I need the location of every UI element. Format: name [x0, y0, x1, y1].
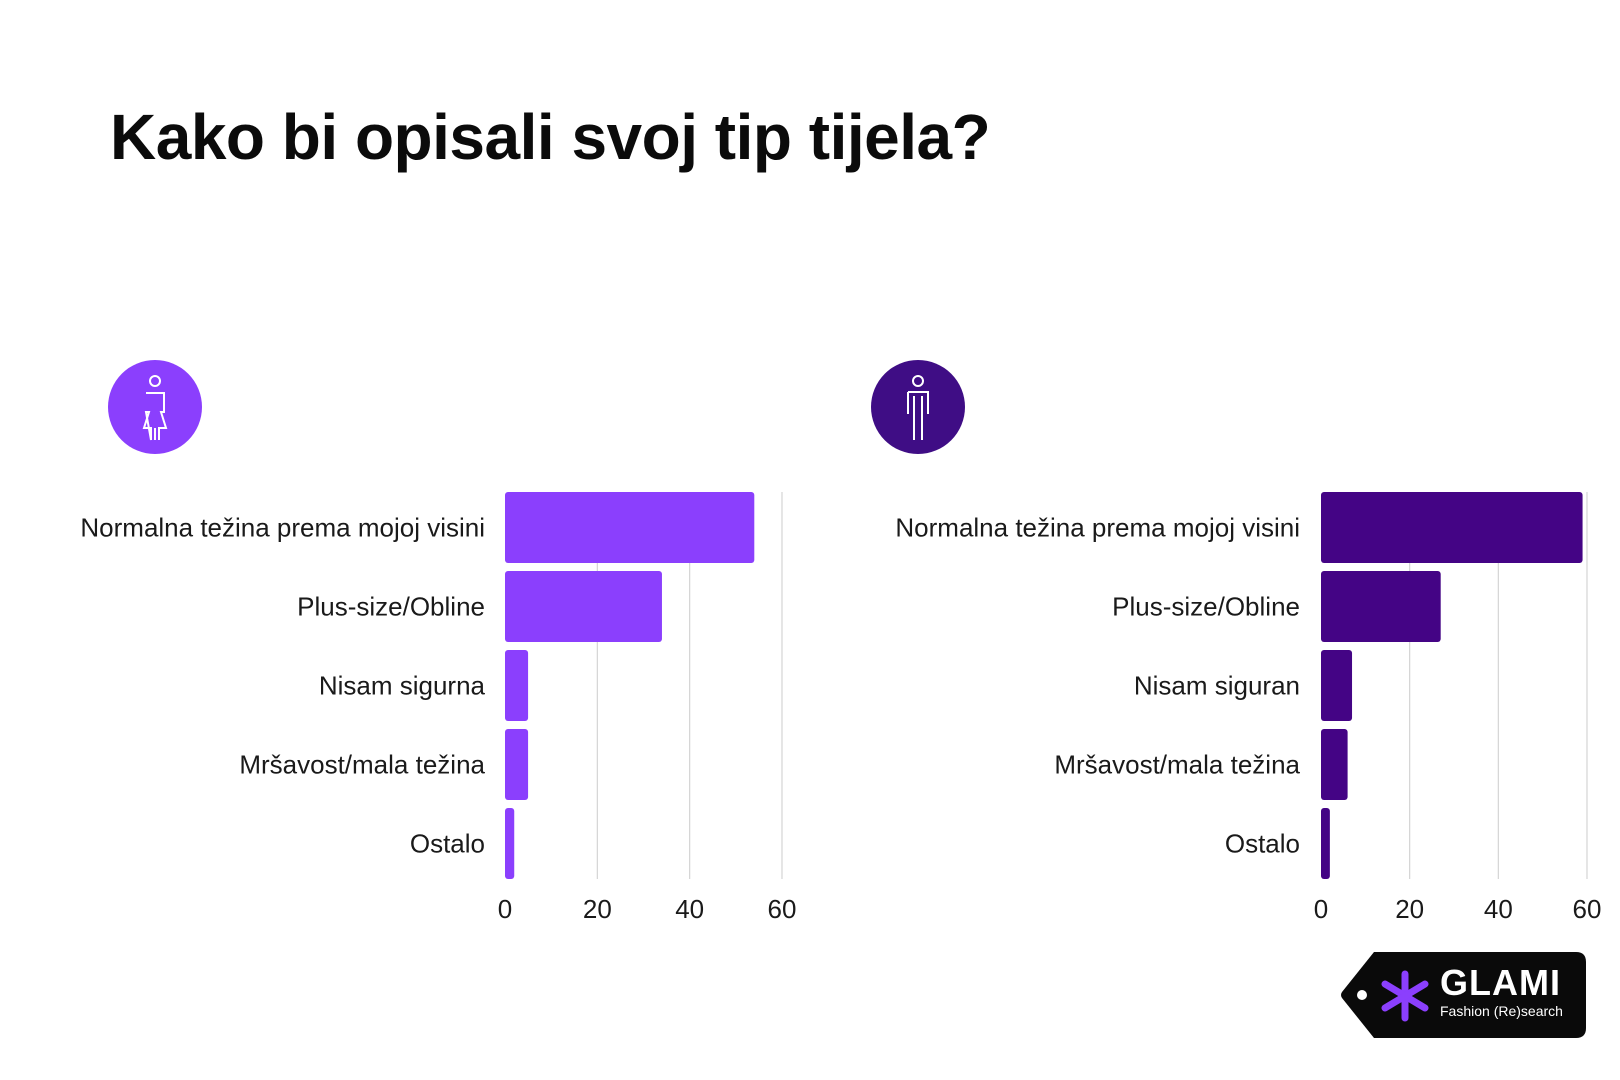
- x-tick-label: 40: [675, 894, 704, 924]
- category-label: Mršavost/mala težina: [1054, 750, 1300, 780]
- x-tick-label: 40: [1484, 894, 1513, 924]
- logo-brand: GLAMI: [1440, 962, 1561, 1003]
- bar: [1321, 571, 1441, 642]
- x-tick-label: 20: [1395, 894, 1424, 924]
- woman-icon: [108, 360, 202, 454]
- bar: [505, 492, 755, 563]
- x-tick-label: 0: [1314, 894, 1328, 924]
- category-label: Nisam siguran: [1134, 671, 1300, 701]
- bar: [1321, 492, 1583, 563]
- category-label: Normalna težina prema mojoj visini: [895, 513, 1300, 543]
- x-tick-label: 60: [1573, 894, 1602, 924]
- category-label: Plus-size/Obline: [297, 592, 485, 622]
- chart-men: 0 20 40 60 Normalna težina prema mojoj visin…: [895, 492, 1601, 924]
- category-label: Ostalo: [1225, 829, 1300, 859]
- chart-women: 0 20 40 60 Normalna težina prema mojoj visin…: [80, 492, 796, 924]
- page-title: Kako bi opisali svoj tip tijela?: [110, 101, 991, 173]
- bar: [1321, 650, 1353, 721]
- bar: [1321, 808, 1330, 879]
- x-tick-label: 60: [768, 894, 797, 924]
- bar: [505, 808, 515, 879]
- bar: [505, 729, 529, 800]
- category-label: Plus-size/Obline: [1112, 592, 1300, 622]
- bar: [505, 650, 529, 721]
- category-label: Normalna težina prema mojoj visini: [80, 513, 485, 543]
- category-label: Mršavost/mala težina: [239, 750, 485, 780]
- category-label: Nisam sigurna: [319, 671, 486, 701]
- glami-logo: GLAMI Fashion (Re)search: [1340, 950, 1590, 1040]
- man-icon: [871, 360, 965, 454]
- logo-tagline: Fashion (Re)search: [1440, 1003, 1563, 1019]
- category-label: Ostalo: [410, 829, 485, 859]
- x-tick-label: 0: [498, 894, 512, 924]
- bar: [1321, 729, 1348, 800]
- bar: [505, 571, 662, 642]
- x-tick-label: 20: [583, 894, 612, 924]
